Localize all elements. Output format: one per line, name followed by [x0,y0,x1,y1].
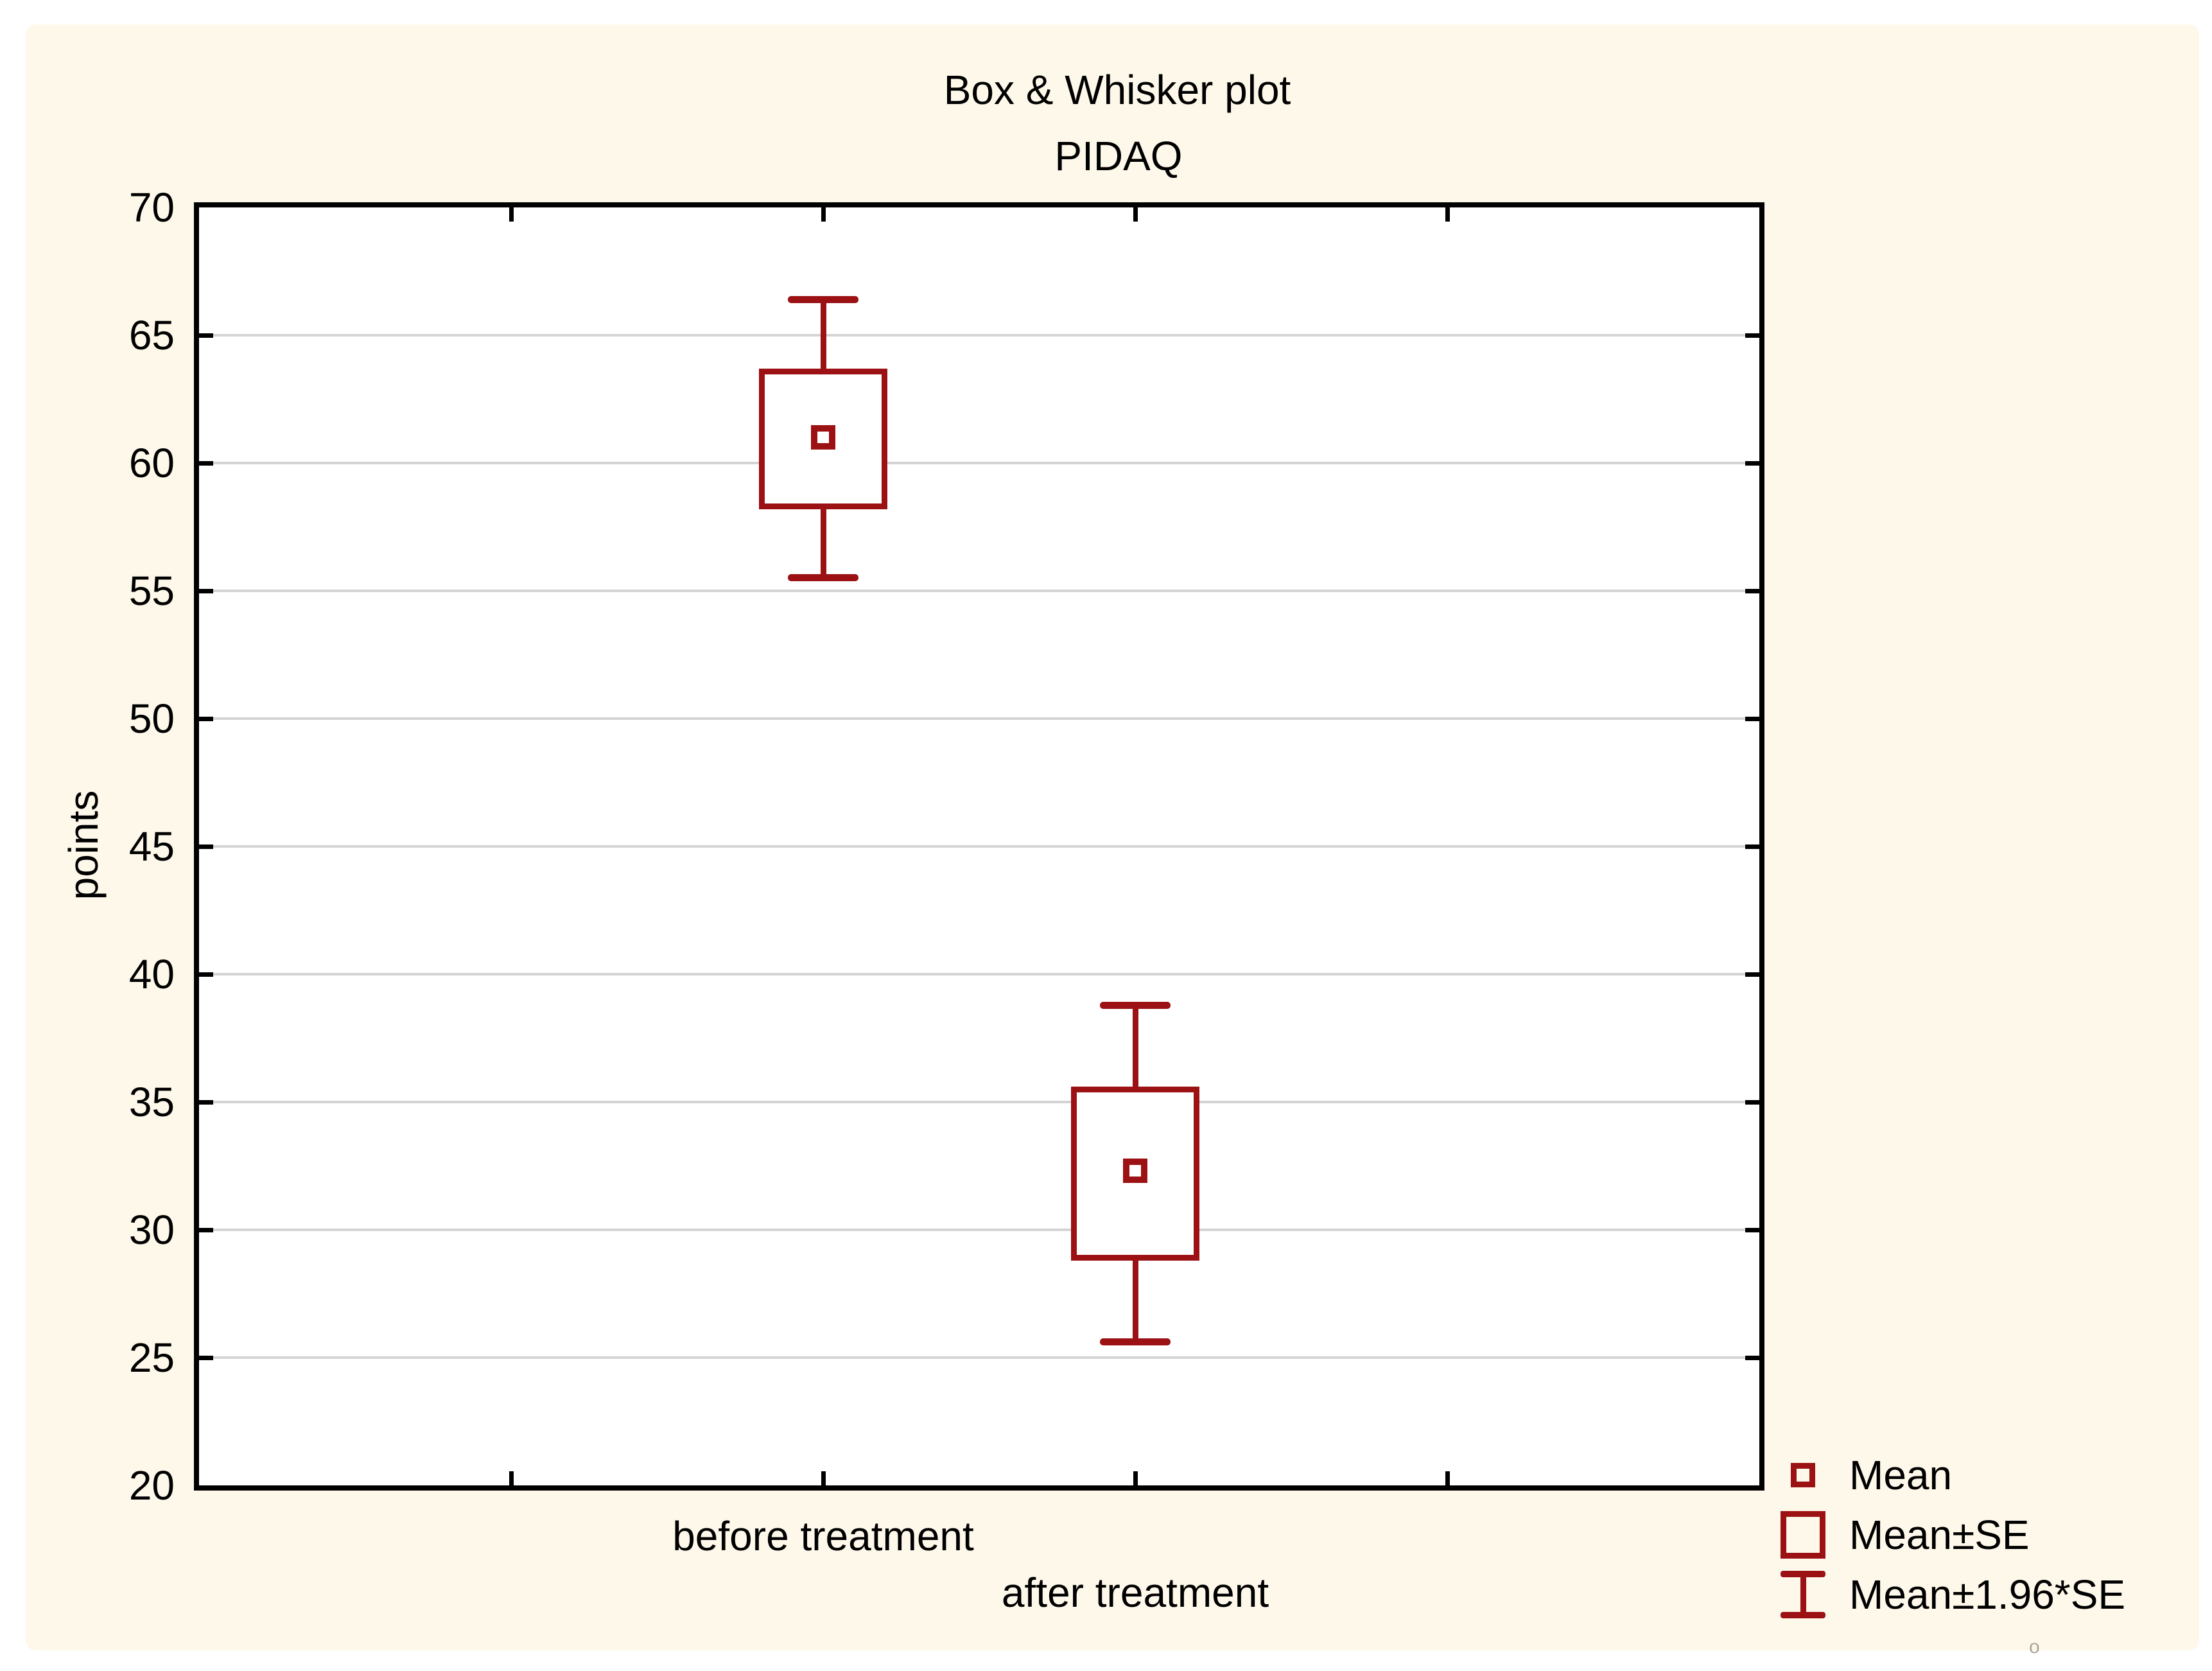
gridline [199,973,1759,975]
mean-point-icon [1791,1463,1815,1487]
y-axis-tick-right [1745,1228,1759,1232]
gridline [199,717,1759,720]
ibeam-cap-top [1781,1571,1825,1577]
se-box-icon [1781,1511,1825,1559]
x-axis-tick-top [821,207,826,222]
x-axis-tick-bottom [821,1471,826,1485]
y-tick-label: 20 [128,1462,175,1509]
x-axis-tick-bottom [509,1471,514,1485]
chart-title: Box & Whisker plot [943,67,1291,113]
whisker-cap-top [788,296,858,304]
y-axis-tick [199,717,213,721]
y-axis-tick-right [1745,1100,1759,1105]
y-axis-tick [199,1356,213,1360]
whisker-cap-top [1100,1001,1171,1009]
mean-marker [1123,1159,1147,1184]
gridline [199,845,1759,848]
y-axis-tick-right [1745,1356,1759,1360]
y-tick-label: 45 [128,823,175,870]
gridline [199,462,1759,464]
whisker-cap-bottom [1100,1338,1171,1346]
y-axis-tick-right [1745,717,1759,721]
x-axis-tick-bottom [1445,1471,1450,1485]
y-tick-label: 35 [128,1079,175,1125]
x-axis-tick-bottom [1133,1471,1138,1485]
x-category-label: after treatment [1001,1570,1269,1616]
y-axis-tick [199,461,213,466]
x-category-label: before treatment [672,1513,974,1559]
y-axis-tick-right [1745,333,1759,338]
y-axis-tick-right [1745,844,1759,849]
ibeam-bar [1800,1571,1806,1618]
gridline [199,1229,1759,1231]
y-tick-label: 70 [128,184,175,231]
watermark-artifact: o [2029,1636,2040,1658]
gridline [199,1101,1759,1103]
y-axis-tick [199,1100,213,1105]
y-axis-tick [199,844,213,849]
legend-label: Mean±1.96*SE [1849,1571,2126,1618]
x-axis-tick-top [1445,207,1450,222]
y-tick-label: 60 [128,440,175,486]
ibeam-cap-bottom [1781,1612,1825,1618]
whisker-cap-bottom [788,574,858,582]
plot-area [194,202,1764,1491]
legend-label: Mean±SE [1849,1512,2030,1558]
mean-marker [811,425,835,450]
gridline [199,334,1759,337]
y-axis-tick-right [1745,972,1759,977]
legend-label: Mean [1849,1452,1953,1498]
y-axis-tick [199,972,213,977]
ci-whisker-icon [1781,1571,1825,1618]
y-tick-label: 40 [128,951,175,997]
chart-subtitle: PIDAQ [1054,133,1183,179]
y-axis-tick-right [1745,589,1759,593]
y-tick-label: 25 [128,1334,175,1381]
y-axis-tick [199,589,213,593]
gridline [199,590,1759,592]
gridline [199,1356,1759,1359]
y-tick-label: 65 [128,312,175,358]
x-axis-tick-top [1133,207,1138,222]
y-tick-label: 50 [128,696,175,742]
y-axis-tick [199,333,213,338]
y-axis-tick [199,1228,213,1232]
y-tick-label: 30 [128,1207,175,1253]
x-axis-tick-top [509,207,514,222]
y-axis-tick-right [1745,461,1759,466]
y-tick-label: 55 [128,568,175,614]
